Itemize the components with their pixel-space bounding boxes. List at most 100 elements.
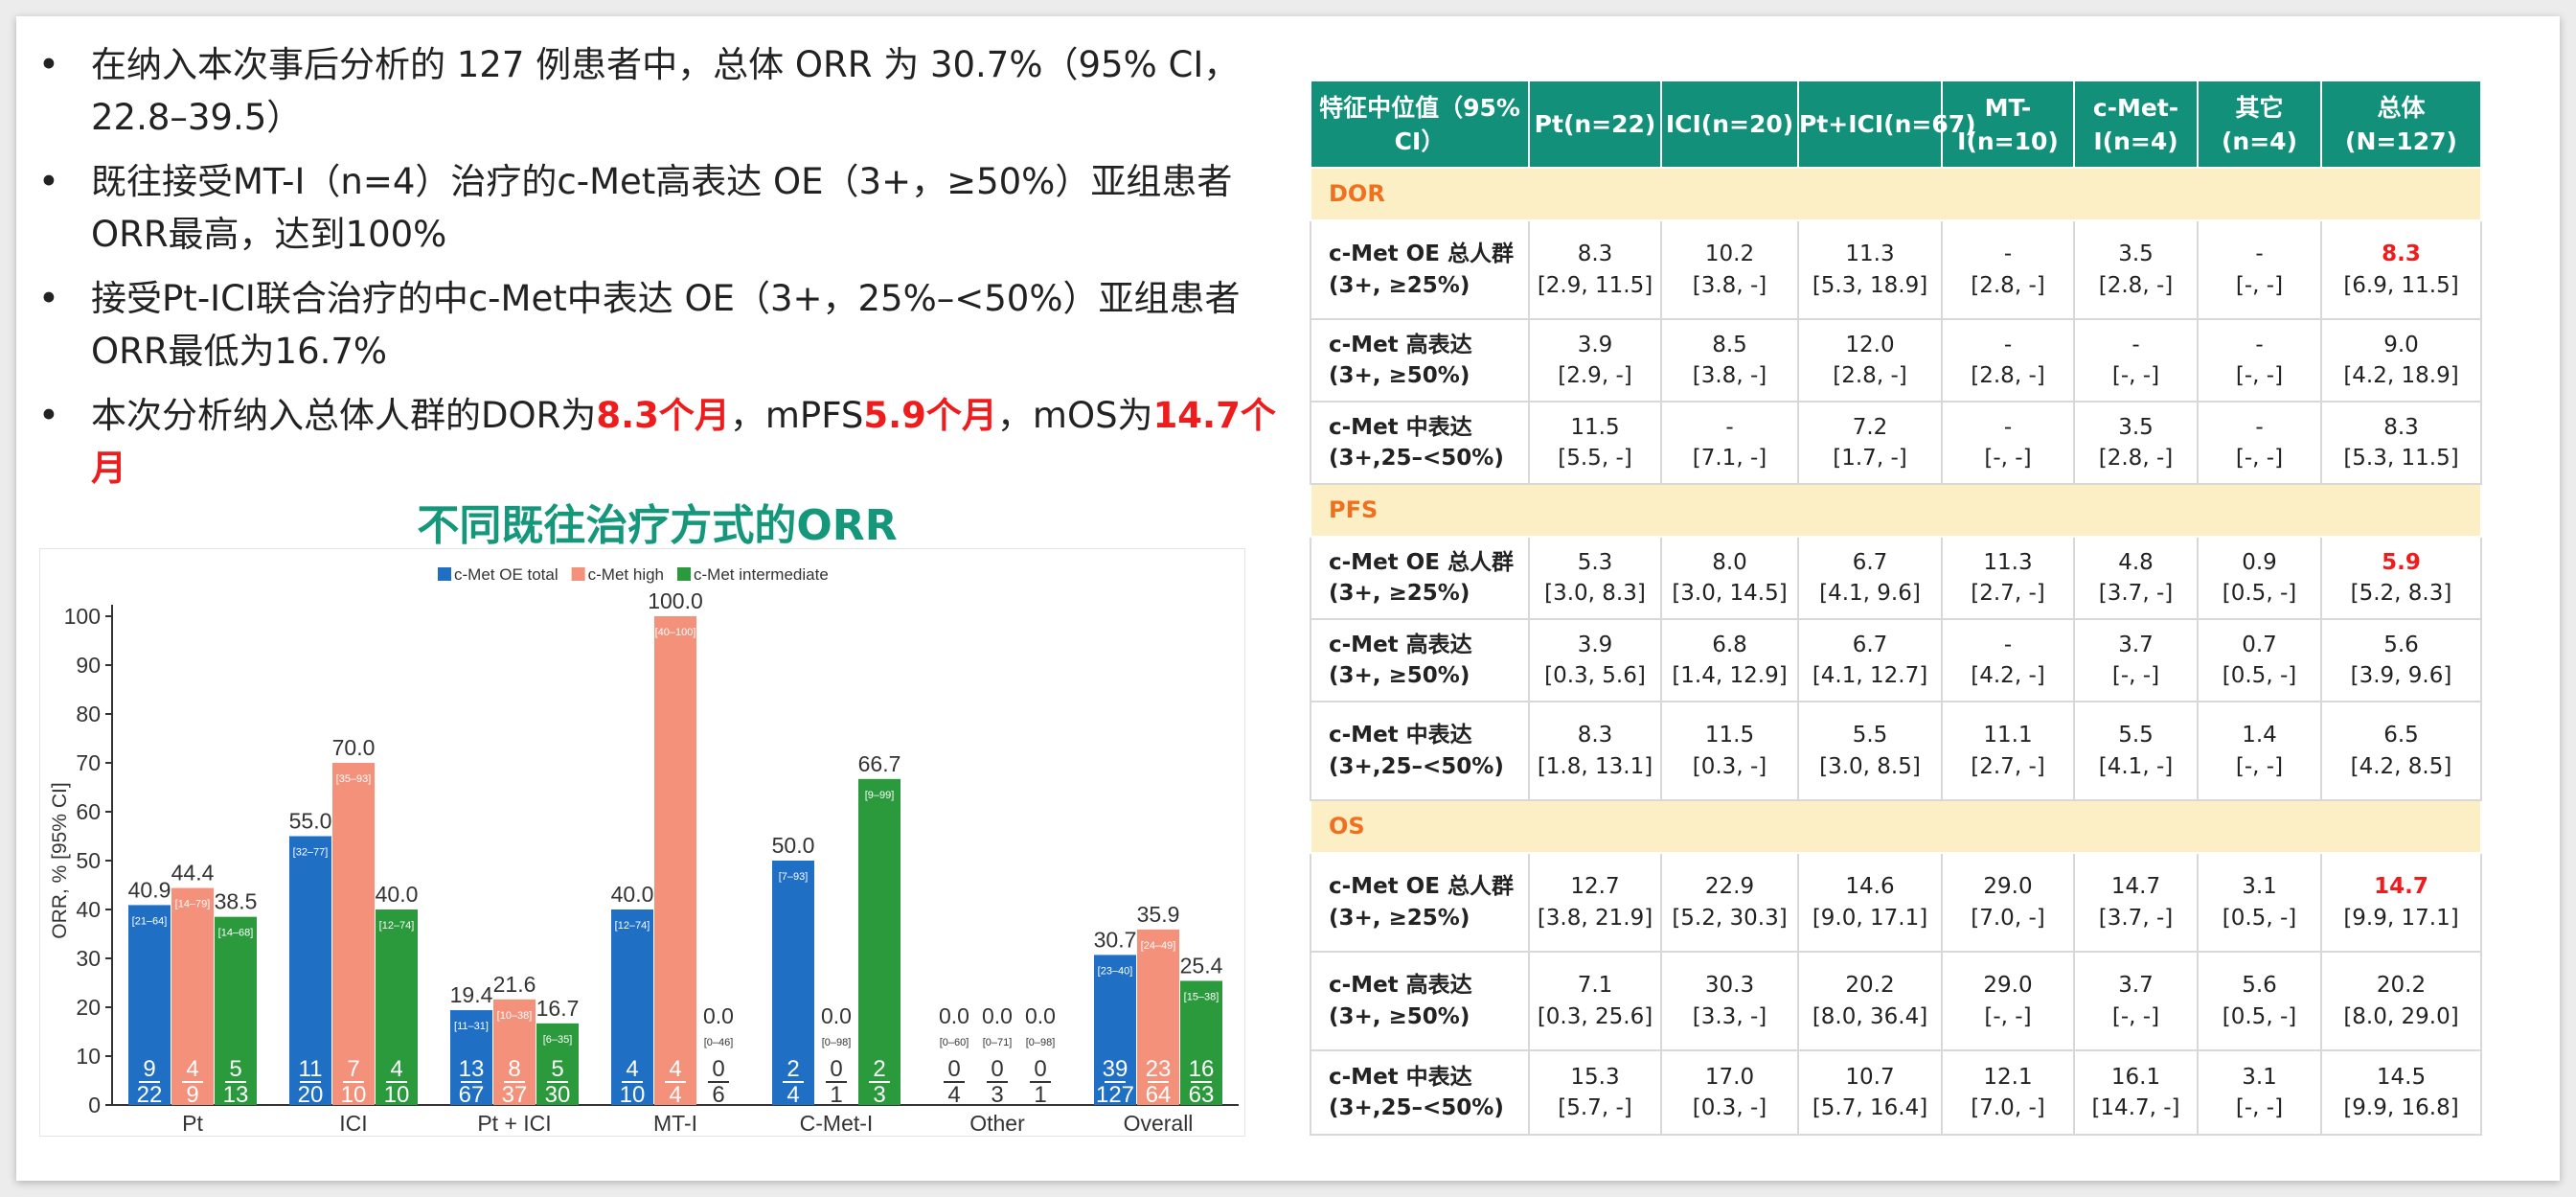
cell-value: 3.1 <box>2242 1064 2277 1090</box>
section-row: OS <box>1310 799 2482 854</box>
value-label: 0.0 <box>821 1003 852 1028</box>
row-label-text: c-Met OE 总人群 <box>1329 874 1514 900</box>
data-cell: 12.7 [3.8, 21.9] <box>1528 852 1662 953</box>
data-cell: 22.9 [5.2, 30.3] <box>1660 852 1799 953</box>
ci-label: [24–49] <box>1141 940 1176 952</box>
bullet-item: 既往接受MT-I（n=4）治疗的c-Met高表达 OE（3+，≥50%）亚组患者… <box>38 155 1284 261</box>
header-text: 中位值（95% CI） <box>1367 93 1520 155</box>
cell-value: 5.9 <box>2382 549 2421 575</box>
cell-ci: [4.1, -] <box>2098 753 2174 779</box>
ci-label: [7–93] <box>779 871 809 883</box>
data-cell: 6.5 [4.2, 8.5] <box>2320 701 2482 801</box>
bar <box>772 861 814 1105</box>
ci-label: [14–79] <box>175 899 211 910</box>
section-title: DOR <box>1310 167 2482 221</box>
y-tick-label: 80 <box>76 702 101 726</box>
header-text: (n=20) <box>1700 110 1794 138</box>
ci-label: [12–74] <box>615 920 650 932</box>
data-cell: - [-, -] <box>2197 219 2322 320</box>
data-row: c-Met 中表达 (3+,25–<50%) 8.3 [1.8, 13.1] 11.5 [… <box>1310 701 2482 801</box>
cell-value: 8.3 <box>1577 242 1613 267</box>
row-label-text: (3+, ≥50%) <box>1329 663 1470 688</box>
data-cell: 11.1 [2.7, -] <box>1941 701 2075 801</box>
cell-value: 1.4 <box>2242 723 2277 748</box>
data-cell: 8.3 [1.8, 13.1] <box>1528 701 1662 801</box>
x-tick-label: ICI <box>339 1111 367 1136</box>
header-row: 特征中位值（95% CI） Pt(n=22) ICI(n=20) Pt+ICI(n=6… <box>1310 80 2482 169</box>
header-text: (n=4) <box>2102 127 2178 155</box>
data-cell: 16.1 [14.7, -] <box>2073 1049 2199 1136</box>
value-label: 66.7 <box>858 751 901 776</box>
ci-label: [11–31] <box>454 1021 489 1032</box>
data-cell: 12.1 [7.0, -] <box>1941 1049 2075 1136</box>
legend-swatch <box>438 567 451 581</box>
n-patients: 10 <box>384 1082 410 1108</box>
legend-swatch <box>677 567 692 581</box>
data-cell: 11.3 [2.7, -] <box>1941 536 2075 620</box>
data-cell: 11.5 [0.3, -] <box>1660 701 1799 801</box>
value-label: 40.9 <box>128 877 171 902</box>
row-label: c-Met 高表达 (3+, ≥50%) <box>1310 618 1530 702</box>
cell-value: 22.9 <box>1704 874 1755 900</box>
n-responders: 0 <box>947 1056 960 1082</box>
bullet-text: 接受Pt-ICI联合治疗的中c-Met中表达 OE（3+，25%–<50%）亚组… <box>91 278 1241 372</box>
row-label-text: c-Met 高表达 <box>1329 332 1472 357</box>
bar <box>493 999 536 1105</box>
y-tick-label: 20 <box>76 995 101 1020</box>
cell-value: 5.5 <box>2118 723 2154 748</box>
value-label: 70.0 <box>332 735 376 760</box>
cell-ci: [5.5, -] <box>1558 446 1632 471</box>
cell-value: 6.5 <box>2383 723 2419 748</box>
data-cell: 7.1 [0.3, 25.6] <box>1528 951 1662 1051</box>
n-patients: 37 <box>502 1082 528 1108</box>
cell-value: 9.0 <box>2383 332 2419 357</box>
cell-value: 14.7 <box>2374 874 2428 900</box>
cell-value: 29.0 <box>1983 874 2033 900</box>
cell-ci: [0.3, -] <box>1692 1095 1767 1120</box>
table-wrap: 特征中位值（95% CI） Pt(n=22) ICI(n=20) Pt+ICI(n=6… <box>1310 80 2482 1136</box>
cell-ci: [3.8, 21.9] <box>1537 905 1653 931</box>
header-text: ICI <box>1665 110 1701 138</box>
data-cell: - [7.1, -] <box>1660 401 1799 485</box>
cell-ci: [2.8, -] <box>2098 446 2174 471</box>
header-text: Pt+ICI <box>1799 110 1884 138</box>
section-title: PFS <box>1310 483 2482 538</box>
header-text: MT-I <box>1957 93 2032 155</box>
row-label-text: (3+, ≥50%) <box>1329 363 1470 388</box>
bar <box>215 916 257 1105</box>
n-patients: 13 <box>223 1082 249 1108</box>
cell-ci: [1.7, -] <box>1833 446 1907 471</box>
data-cell: 5.9 [5.2, 8.3] <box>2320 536 2482 620</box>
n-responders: 4 <box>390 1056 402 1082</box>
cell-value: 11.3 <box>1983 549 2033 575</box>
row-label: c-Met OE 总人群 (3+, ≥25%) <box>1310 219 1530 320</box>
ci-label: [6–35] <box>543 1034 573 1046</box>
data-cell: 3.5 [2.8, -] <box>2073 401 2199 485</box>
data-cell: 3.9 [2.9, -] <box>1528 318 1662 403</box>
bar <box>1094 955 1136 1105</box>
ci-label: [14–68] <box>218 928 254 939</box>
cell-value: 11.1 <box>1983 723 2033 748</box>
cell-value: - <box>2131 332 2140 357</box>
bullet-item: 接受Pt-ICI联合治疗的中c-Met中表达 OE（3+，25%–<50%）亚组… <box>38 272 1284 378</box>
value-label: 35.9 <box>1137 902 1180 927</box>
cell-value: 6.7 <box>1852 632 1888 657</box>
cell-ci: [4.2, 8.5] <box>2350 753 2452 779</box>
row-label-text: (3+,25–<50%) <box>1329 446 1504 471</box>
cell-value: 3.5 <box>2118 414 2154 440</box>
row-label-text: (3+,25–<50%) <box>1329 753 1504 779</box>
cell-ci: [9.9, 16.8] <box>2343 1095 2459 1120</box>
n-patients: 30 <box>545 1082 571 1108</box>
n-responders: 2 <box>786 1056 799 1082</box>
cell-ci: [7.1, -] <box>1692 446 1767 471</box>
n-patients: 3 <box>991 1082 1003 1108</box>
n-responders: 5 <box>229 1056 241 1082</box>
ci-label: [9–99] <box>865 790 895 801</box>
cell-ci: [2.9, 11.5] <box>1537 272 1653 298</box>
cell-ci: [-, -] <box>2111 663 2160 688</box>
bullet-item: 本次分析纳入总体人群的DOR为8.3个月，mPFS5.9个月，mOS为14.7个… <box>38 389 1284 495</box>
data-row: c-Met OE 总人群 (3+, ≥25%) 5.3 [3.0, 8.3] 8.0 [3… <box>1310 536 2482 620</box>
cell-value: 12.1 <box>1983 1064 2033 1090</box>
data-cell: 17.0 [0.3, -] <box>1660 1049 1799 1136</box>
data-cell: 8.3 [5.3, 11.5] <box>2320 401 2482 485</box>
